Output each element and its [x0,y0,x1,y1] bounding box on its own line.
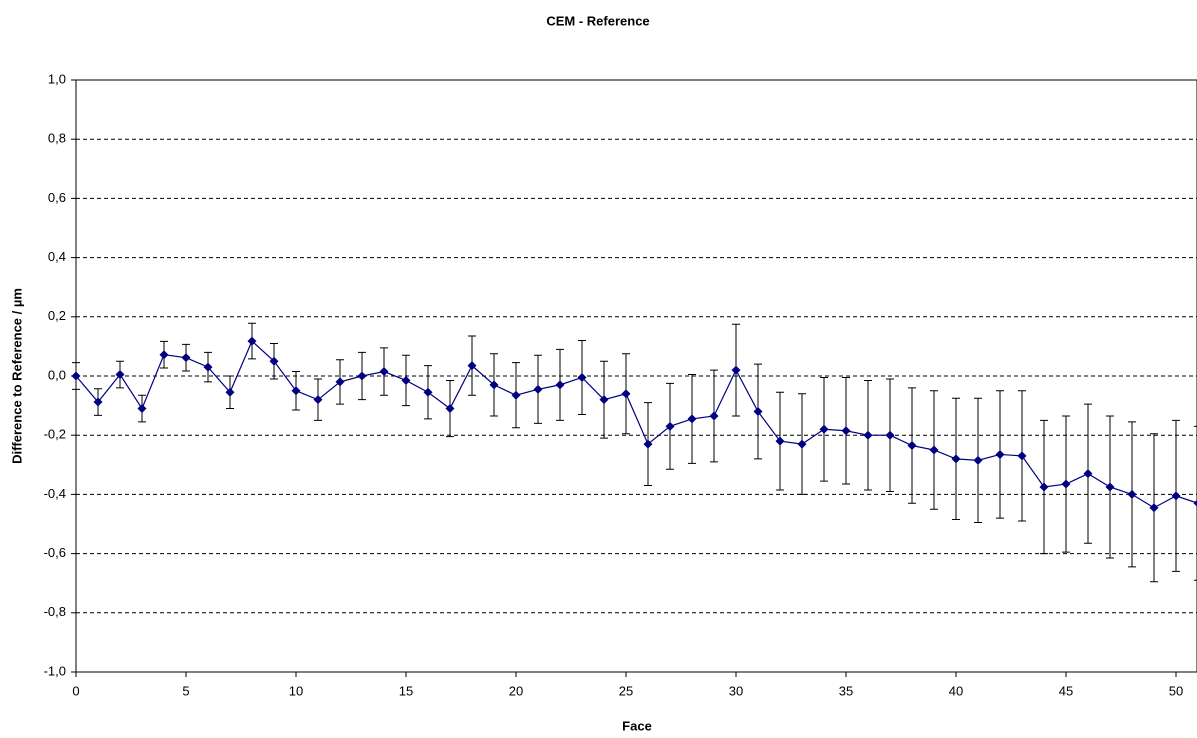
x-tick-label: 10 [289,683,303,698]
data-point [1171,491,1181,501]
data-point [357,371,367,381]
x-tick-label: 30 [729,683,743,698]
data-point [863,430,873,440]
data-point [1039,482,1049,492]
data-point [71,371,81,381]
y-tick-label: -0,2 [44,427,66,442]
data-point [115,370,125,380]
data-point [973,455,983,465]
y-axis-label: Difference to Reference / µm [9,288,24,464]
data-point [731,365,741,375]
x-tick-label: 15 [399,683,413,698]
data-point [995,449,1005,459]
data-point [533,384,543,394]
data-point [577,372,587,382]
x-tick-label: 25 [619,683,633,698]
data-point [599,395,609,405]
data-point [907,441,917,451]
y-tick-label: 0,6 [48,190,66,205]
x-tick-label: 20 [509,683,523,698]
data-point [159,350,169,360]
data-point [291,386,301,396]
error-bar [1194,425,1197,581]
data-point [335,377,345,387]
x-tick-label: 50 [1169,683,1183,698]
data-point [445,404,455,414]
y-tick-label: -1,0 [44,663,66,678]
data-line [75,340,1197,509]
data-point [665,421,675,431]
x-tick-label: 45 [1059,683,1073,698]
x-tick-label: 5 [182,683,189,698]
data-point [555,380,565,390]
data-point [1061,479,1071,489]
data-point [797,439,807,449]
data-point [93,397,103,407]
data-point [753,407,763,417]
data-point [269,356,279,366]
data-point [379,367,389,377]
data-point [621,389,631,399]
y-tick-label: -0,8 [44,604,66,619]
data-point [313,395,323,405]
x-tick-label: 35 [839,683,853,698]
data-point [489,380,499,390]
data-point [423,387,433,397]
data-point [951,454,961,464]
data-point [841,426,851,436]
data-point [401,375,411,385]
data-point [181,353,191,363]
data-point [1017,451,1027,461]
data-point [203,362,213,372]
y-tick-label: 0,4 [48,249,66,264]
y-tick-label: -0,6 [44,545,66,560]
data-point [467,361,477,371]
data-point [1149,503,1159,513]
data-point [709,411,719,421]
data-point [775,436,785,446]
x-axis-label: Face [622,718,652,733]
data-point [1105,482,1115,492]
data-point [1193,499,1197,507]
data-point [929,445,939,455]
data-point [885,430,895,440]
data-point [225,387,235,397]
data-point [511,390,521,400]
y-tick-label: 0,0 [48,367,66,382]
data-point [643,439,653,449]
y-tick-label: 1,0 [48,71,66,86]
data-point [687,414,697,424]
x-tick-label: 0 [72,683,79,698]
x-tick-label: 40 [949,683,963,698]
data-point [137,404,147,414]
data-point [819,424,829,434]
y-tick-label: -0,4 [44,486,66,501]
data-point [1127,489,1137,499]
data-point [1083,469,1093,479]
y-tick-label: 0,8 [48,131,66,146]
y-tick-label: 0,2 [48,308,66,323]
data-point [247,336,257,346]
chart-title: CEM - Reference [546,13,649,28]
